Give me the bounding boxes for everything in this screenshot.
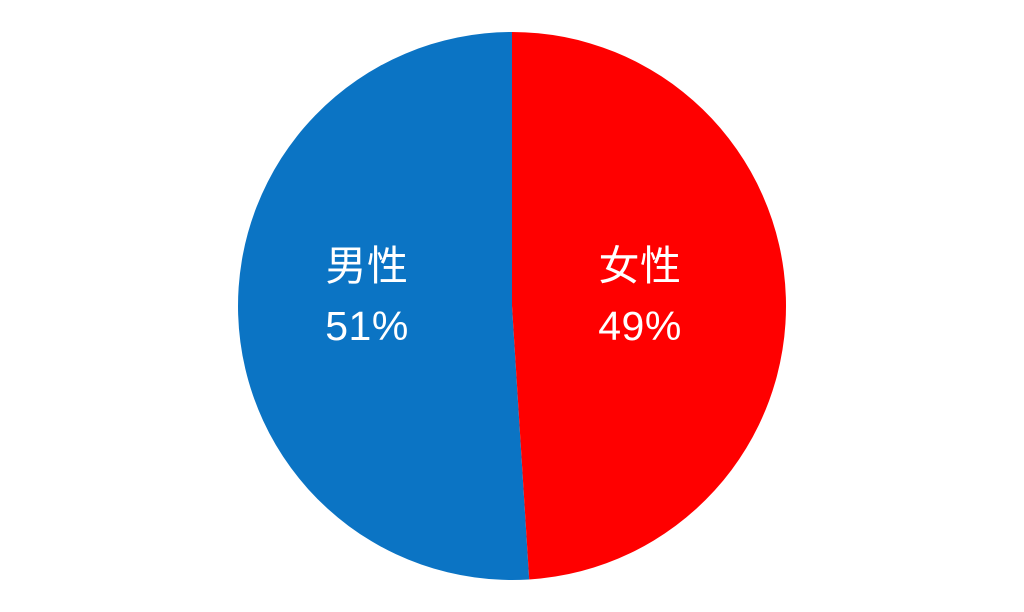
pie-slice-label-male-name: 男性 (325, 243, 409, 289)
pie-slice-label-female-value: 49% (598, 303, 682, 349)
pie-slice-male[interactable] (238, 32, 530, 580)
pie-slice-label-female: 女性 49% (540, 246, 740, 347)
pie-slice-label-male: 男性 51% (267, 246, 467, 347)
pie-slice-female[interactable] (512, 32, 787, 580)
pie-slice-label-female-name: 女性 (598, 243, 682, 289)
pie-slices (238, 32, 787, 580)
pie-slice-label-male-value: 51% (325, 303, 409, 349)
